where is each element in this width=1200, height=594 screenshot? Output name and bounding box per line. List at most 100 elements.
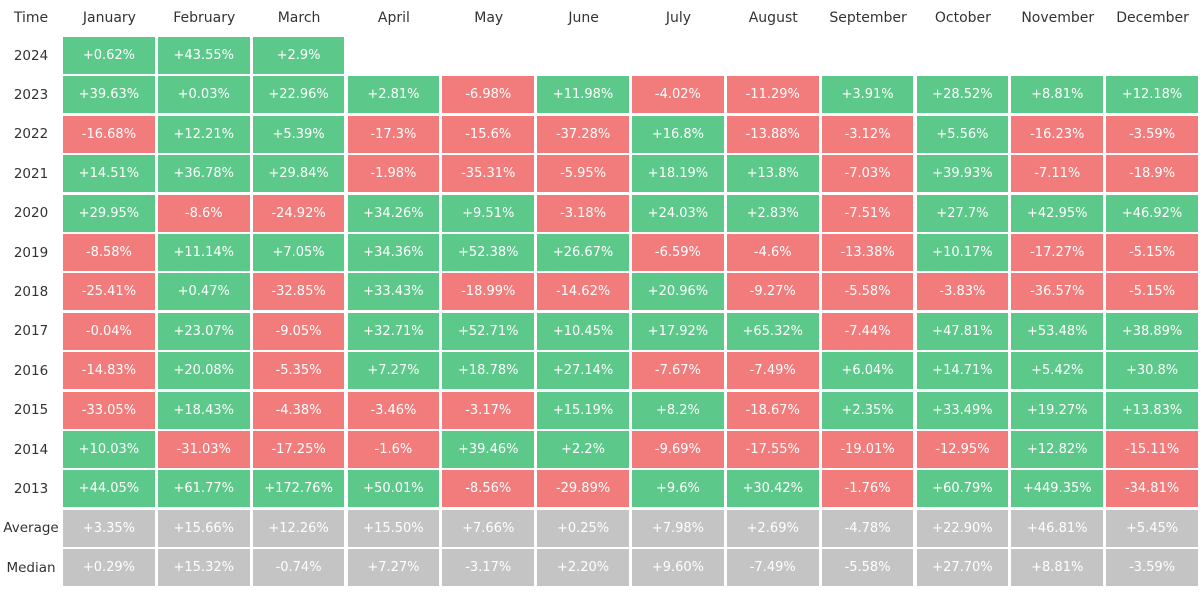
return-cell: -14.83%: [63, 352, 155, 390]
return-cell: -14.62%: [537, 273, 629, 311]
return-cell: +7.66%: [442, 509, 535, 547]
return-cell: -5.15%: [1106, 273, 1198, 311]
return-cell: +9.60%: [632, 549, 724, 587]
return-cell: -7.51%: [821, 194, 914, 232]
row-label: 2015: [13, 402, 49, 419]
return-cell: +30.8%: [1106, 352, 1198, 390]
return-cell: +12.21%: [157, 115, 250, 153]
return-cell: +6.04%: [821, 352, 914, 390]
return-cell: +0.03%: [157, 76, 250, 114]
return-cell: -6.59%: [632, 234, 724, 271]
return-cell: -9.69%: [632, 431, 724, 468]
return-cell: +36.78%: [157, 155, 250, 193]
return-cell: +20.96%: [632, 273, 724, 311]
return-cell: -8.58%: [63, 234, 155, 271]
return-cell: +13.83%: [1106, 391, 1198, 429]
return-cell: +22.90%: [916, 509, 1009, 547]
column-header: July: [665, 10, 691, 26]
return-cell: -7.49%: [726, 352, 819, 390]
return-cell: -1.98%: [347, 155, 440, 193]
return-cell: +172.76%: [252, 470, 345, 508]
return-cell: +26.67%: [537, 234, 629, 271]
return-cell: -36.57%: [1011, 273, 1104, 311]
return-cell: -0.74%: [252, 549, 345, 587]
return-cell: +11.98%: [537, 76, 629, 114]
return-cell: +16.8%: [632, 115, 724, 153]
return-cell: -18.9%: [1106, 155, 1198, 193]
return-cell: +47.81%: [916, 312, 1009, 350]
return-cell: +38.89%: [1106, 312, 1198, 350]
return-cell: -4.38%: [252, 391, 345, 429]
return-cell: +0.29%: [63, 549, 155, 587]
column-header: Time: [13, 10, 49, 26]
return-cell: +5.56%: [916, 115, 1009, 153]
row-label: 2018: [13, 283, 49, 300]
return-cell: -3.59%: [1106, 115, 1198, 153]
return-cell: +61.77%: [157, 470, 250, 508]
return-cell: -11.29%: [726, 76, 819, 114]
return-cell: +8.81%: [1011, 549, 1104, 587]
return-cell: +30.42%: [726, 470, 819, 508]
return-cell: +15.50%: [347, 509, 440, 547]
return-cell: +28.52%: [916, 76, 1009, 114]
return-cell: +7.27%: [347, 352, 440, 390]
return-cell: +27.14%: [537, 352, 629, 390]
return-cell: +10.45%: [537, 312, 629, 350]
return-cell: -3.17%: [442, 549, 535, 587]
return-cell: +3.91%: [821, 76, 914, 114]
return-cell: +39.46%: [442, 431, 535, 468]
return-cell: +42.95%: [1011, 194, 1104, 232]
return-cell: +22.96%: [252, 76, 345, 114]
return-cell: +15.19%: [537, 391, 629, 429]
return-cell: -1.76%: [821, 470, 914, 508]
return-cell: -1.6%: [347, 431, 440, 468]
return-cell: -5.95%: [537, 155, 629, 193]
return-cell: -17.27%: [1011, 234, 1104, 271]
return-cell: -6.98%: [442, 76, 535, 114]
return-cell: +34.36%: [347, 234, 440, 271]
column-header: March: [277, 10, 321, 26]
row-label: 2020: [13, 205, 49, 222]
return-cell: +27.70%: [916, 549, 1009, 587]
return-cell: -18.99%: [442, 273, 535, 311]
return-cell: +7.27%: [347, 549, 440, 587]
row-label: 2023: [13, 86, 49, 103]
return-cell: -3.17%: [442, 391, 535, 429]
return-cell: +5.45%: [1106, 509, 1198, 547]
return-cell: -7.49%: [726, 549, 819, 587]
return-cell: +10.03%: [63, 431, 155, 468]
return-cell: +50.01%: [347, 470, 440, 508]
return-cell: +27.7%: [916, 194, 1009, 232]
column-header: April: [377, 10, 410, 26]
column-header: September: [829, 10, 907, 26]
return-cell: +19.27%: [1011, 391, 1104, 429]
row-label: 2019: [13, 244, 49, 261]
return-cell: -3.12%: [821, 115, 914, 153]
return-cell: +11.14%: [157, 234, 250, 271]
return-cell: -25.41%: [63, 273, 155, 311]
return-cell: +15.32%: [157, 549, 250, 587]
return-cell: +65.32%: [726, 312, 819, 350]
row-label: Average: [3, 520, 59, 537]
return-cell: -7.03%: [821, 155, 914, 193]
row-label: 2024: [13, 47, 49, 64]
return-cell: -32.85%: [252, 273, 345, 311]
return-cell: +60.79%: [916, 470, 1009, 508]
return-cell: -4.78%: [821, 509, 914, 547]
return-cell: +39.93%: [916, 155, 1009, 193]
return-cell: -18.67%: [726, 391, 819, 429]
row-label: 2022: [13, 126, 49, 143]
return-cell: -4.6%: [726, 234, 819, 271]
return-cell: +2.2%: [537, 431, 629, 468]
column-header: February: [173, 10, 236, 26]
return-cell: +29.84%: [252, 155, 345, 193]
return-cell: +0.25%: [537, 509, 629, 547]
return-cell: +18.43%: [157, 391, 250, 429]
return-cell: +3.35%: [63, 509, 155, 547]
return-cell: +44.05%: [63, 470, 155, 508]
return-cell: -24.92%: [252, 194, 345, 232]
column-header: December: [1116, 10, 1189, 26]
return-cell: +32.71%: [347, 312, 440, 350]
return-cell: +34.26%: [347, 194, 440, 232]
